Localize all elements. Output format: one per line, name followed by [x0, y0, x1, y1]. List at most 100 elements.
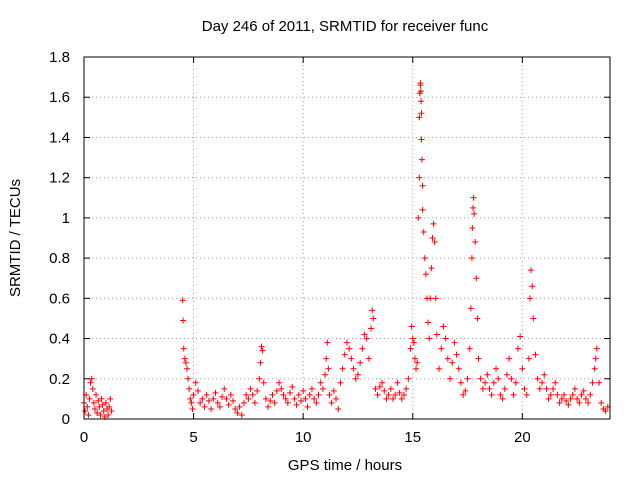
data-point [194, 387, 201, 394]
data-point [545, 395, 552, 402]
data-point [354, 371, 361, 378]
data-point [100, 407, 107, 414]
y-tick-label: 0.2 [49, 371, 70, 388]
data-point [436, 365, 443, 372]
data-point [598, 399, 605, 406]
data-point [563, 397, 570, 404]
data-point [247, 385, 254, 392]
data-point [363, 335, 370, 342]
data-point [418, 98, 425, 105]
data-point [230, 397, 237, 404]
data-point [554, 391, 561, 398]
data-point [411, 355, 418, 362]
x-tick-label: 10 [295, 429, 312, 446]
data-point [325, 365, 332, 372]
data-point [324, 339, 331, 346]
data-point [547, 391, 554, 398]
data-point [490, 379, 497, 386]
data-point [417, 80, 424, 87]
data-point [413, 365, 420, 372]
data-point [409, 335, 416, 342]
x-tick-label: 20 [514, 429, 531, 446]
data-point [460, 391, 467, 398]
data-point [418, 136, 425, 143]
data-point [521, 385, 528, 392]
data-point [260, 379, 267, 386]
data-point [565, 401, 572, 408]
data-point [381, 387, 388, 394]
data-point [197, 399, 204, 406]
data-point [508, 375, 515, 382]
data-point [519, 365, 526, 372]
data-point [415, 214, 422, 221]
data-point [403, 385, 410, 392]
data-point [319, 385, 326, 392]
data-point [369, 307, 376, 314]
data-point [407, 345, 414, 352]
data-point [596, 379, 603, 386]
data-point [571, 385, 578, 392]
data-point [591, 365, 598, 372]
data-point [486, 385, 493, 392]
data-point [249, 391, 256, 398]
data-point [208, 405, 215, 412]
data-point [257, 359, 264, 366]
data-point [306, 391, 313, 398]
data-point [227, 391, 234, 398]
data-point [592, 355, 599, 362]
data-point [420, 228, 427, 235]
data-point [188, 399, 195, 406]
axis-ticks: 0 5 10 15 20 0 0.2 0.4 0.6 0.8 1 1.2 1.4 1.6 1.8 [49, 49, 610, 446]
data-point [287, 389, 294, 396]
data-point [91, 405, 98, 412]
data-point [497, 391, 504, 398]
data-point [304, 403, 311, 410]
data-point [94, 409, 101, 416]
data-point [536, 385, 543, 392]
data-point [99, 401, 106, 408]
data-point [453, 351, 460, 358]
data-point [258, 343, 265, 350]
data-point [467, 305, 474, 312]
data-point [225, 401, 232, 408]
data-point [214, 399, 221, 406]
data-point [528, 267, 535, 274]
data-point [256, 375, 263, 382]
data-point [372, 385, 379, 392]
data-point [525, 355, 532, 362]
y-tick-label: 0 [62, 411, 70, 428]
data-point [589, 379, 596, 386]
data-point [330, 387, 337, 394]
data-point [300, 387, 307, 394]
data-point [425, 319, 432, 326]
data-point [541, 371, 548, 378]
data-point [269, 391, 276, 398]
data-point [265, 403, 272, 410]
data-point [238, 411, 245, 418]
data-point [280, 391, 287, 398]
data-point [311, 395, 318, 402]
data-point [219, 393, 226, 400]
data-point [223, 395, 230, 402]
data-point [365, 355, 372, 362]
data-point [180, 317, 187, 324]
data-point [221, 385, 228, 392]
data-point [390, 395, 397, 402]
data-point [429, 235, 436, 241]
data-point [359, 345, 366, 352]
data-point [308, 385, 315, 392]
data-point [527, 295, 534, 302]
data-point [552, 379, 559, 386]
data-point [385, 391, 392, 398]
data-point [189, 405, 196, 412]
data-point [530, 315, 537, 322]
data-point [523, 391, 530, 398]
data-point [471, 210, 478, 217]
data-point [532, 351, 539, 358]
data-point [313, 399, 320, 406]
data-point [108, 407, 115, 414]
data-point [180, 345, 187, 352]
data-point [433, 331, 440, 338]
x-axis-label: GPS time / hours [288, 457, 402, 474]
y-tick-label: 1.2 [49, 170, 70, 187]
